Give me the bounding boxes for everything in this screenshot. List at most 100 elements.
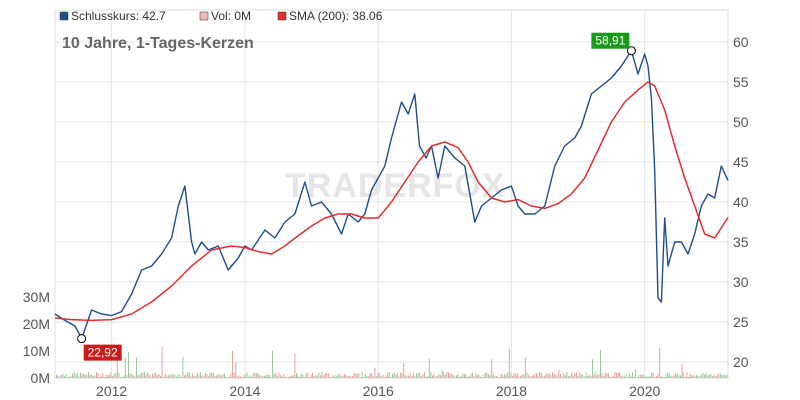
volume-bar bbox=[110, 372, 112, 378]
volume-bar bbox=[211, 372, 213, 378]
volume-bar bbox=[396, 373, 398, 378]
volume-bar bbox=[379, 373, 381, 378]
min-marker-dot bbox=[77, 334, 87, 344]
volume-bar bbox=[203, 376, 205, 378]
volume-bar bbox=[694, 375, 696, 378]
volume-bar bbox=[377, 372, 379, 378]
volume-bar bbox=[678, 375, 680, 378]
volume-bar bbox=[579, 372, 581, 378]
volume-bar bbox=[76, 373, 78, 378]
max-badge-label: 58,91 bbox=[595, 34, 625, 48]
volume-bar bbox=[571, 372, 573, 378]
volume-bar bbox=[540, 372, 542, 378]
volume-bar bbox=[465, 373, 467, 378]
volume-bar bbox=[200, 372, 201, 378]
legend-swatch-vol bbox=[199, 11, 209, 21]
volume-bar bbox=[244, 374, 246, 378]
volume-bar bbox=[254, 372, 256, 378]
volume-bar bbox=[430, 372, 432, 378]
volume-bar bbox=[401, 373, 403, 378]
volume-bar bbox=[104, 376, 105, 378]
volume-bar bbox=[475, 372, 477, 378]
volume-bar bbox=[278, 372, 280, 378]
volume-bar bbox=[259, 374, 261, 378]
volume-bar bbox=[566, 372, 568, 378]
volume-bar bbox=[140, 372, 142, 378]
price-tick-label: 20 bbox=[733, 354, 749, 370]
price-tick-label: 40 bbox=[733, 194, 749, 210]
volume-bar bbox=[337, 374, 339, 378]
volume-bar bbox=[305, 373, 307, 378]
volume-bar bbox=[380, 376, 382, 378]
volume-bar bbox=[336, 376, 337, 378]
watermark: TRADERFOX bbox=[285, 167, 506, 205]
volume-bar bbox=[712, 376, 713, 378]
volume-bar bbox=[177, 374, 179, 378]
volume-bar bbox=[256, 373, 257, 378]
volume-bar bbox=[590, 376, 592, 378]
volume-bar bbox=[124, 357, 126, 378]
volume-bar bbox=[552, 372, 553, 378]
volume-bar bbox=[572, 375, 574, 378]
volume-bar bbox=[723, 374, 725, 378]
volume-bar bbox=[643, 375, 645, 378]
volume-bar bbox=[390, 376, 392, 378]
volume-bar bbox=[464, 373, 465, 378]
volume-bar bbox=[144, 372, 145, 378]
volume-bar bbox=[630, 375, 632, 378]
volume-bar bbox=[516, 373, 518, 378]
volume-bar bbox=[440, 375, 441, 378]
volume-bar bbox=[180, 376, 182, 378]
volume-bar bbox=[636, 376, 638, 378]
volume-bar bbox=[416, 373, 417, 378]
volume-bar bbox=[648, 376, 649, 378]
volume-bar bbox=[288, 376, 289, 378]
volume-bar bbox=[676, 373, 678, 378]
volume-bar bbox=[68, 376, 70, 378]
volume-bar bbox=[297, 375, 299, 378]
volume-bar bbox=[302, 374, 304, 378]
volume-bar bbox=[385, 375, 387, 378]
volume-bar bbox=[376, 376, 377, 378]
volume-bar bbox=[235, 363, 237, 378]
volume-bar bbox=[188, 372, 190, 378]
volume-bar bbox=[73, 372, 75, 378]
volume-bar bbox=[462, 373, 464, 378]
volume-bar bbox=[500, 373, 502, 378]
volume-bar bbox=[289, 375, 291, 378]
volume-bar bbox=[62, 373, 64, 378]
volume-bar bbox=[280, 374, 281, 378]
volume-bar bbox=[502, 375, 504, 378]
volume-bar bbox=[641, 373, 643, 378]
volume-bar bbox=[89, 374, 91, 378]
volume-bar bbox=[404, 375, 406, 378]
volume-bar bbox=[164, 373, 166, 378]
volume-bar bbox=[360, 376, 361, 378]
legend-swatch-close bbox=[59, 11, 69, 21]
volume-bar bbox=[115, 372, 117, 378]
volume-bar bbox=[633, 376, 635, 378]
volume-bar bbox=[358, 373, 360, 378]
volume-bar bbox=[400, 372, 401, 378]
volume-bar bbox=[544, 375, 545, 378]
volume-bar bbox=[651, 372, 653, 378]
extreme-markers: 58,91 22,92 bbox=[77, 32, 636, 361]
volume-bar bbox=[132, 375, 134, 378]
volume-bar bbox=[97, 373, 99, 378]
volume-bar bbox=[153, 373, 155, 378]
volume-bar bbox=[425, 376, 427, 378]
volume-bar bbox=[689, 373, 691, 378]
volume-bar bbox=[222, 374, 224, 378]
volume-bar bbox=[704, 374, 705, 378]
volume-bar bbox=[398, 376, 400, 378]
volume-bar bbox=[484, 372, 486, 378]
volume-bar bbox=[137, 375, 139, 378]
volume-bar bbox=[536, 372, 537, 378]
volume-bar bbox=[310, 374, 312, 378]
volume-bar bbox=[155, 372, 157, 378]
volume-bar bbox=[67, 376, 69, 378]
volume-bar bbox=[59, 376, 61, 378]
volume-bar bbox=[248, 376, 249, 378]
volume-bar bbox=[656, 376, 657, 378]
volume-bar bbox=[582, 374, 584, 378]
